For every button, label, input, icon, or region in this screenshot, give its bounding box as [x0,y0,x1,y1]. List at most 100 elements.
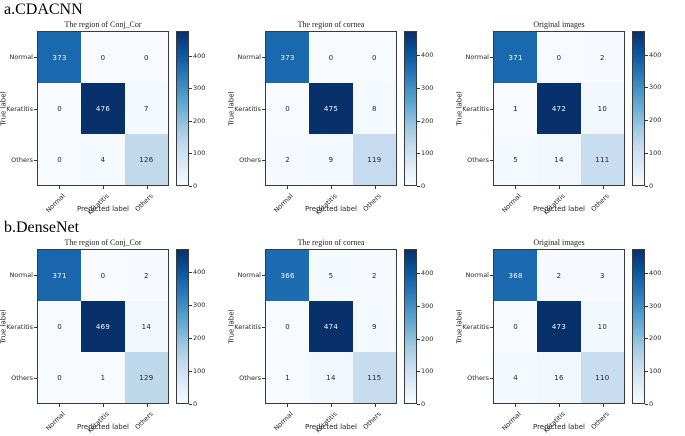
matrix-cell: 119 [352,134,396,185]
confusion-matrix-panel: The region of cornea True label 373 0 0 0 47… [228,19,456,217]
y-tick-label: Others [467,156,489,165]
cell-value: 366 [280,271,295,280]
colorbar-tick-mark [417,88,420,90]
y-tick-mark [490,56,493,58]
y-tick-label: Normal [465,270,489,279]
x-axis-label: Predicted label [532,423,585,431]
cell-value: 0 [100,271,106,280]
colorbar-tick-mark [189,120,192,122]
matrix-cell: 0 [38,301,82,352]
cell-value: 368 [508,271,523,280]
colorbar-tick-mark [645,371,648,373]
cell-value: 0 [285,322,291,331]
matrix-cell: 474 [309,301,353,352]
cell-value: 475 [323,104,339,113]
matrix-cell: 5 [494,134,538,185]
x-tick-mark [59,186,60,189]
matrix-cell: 14 [124,301,168,352]
matrix-cell: 469 [81,301,125,352]
heatmap: 371 0 2 0 469 14 0 1 129 [37,249,169,404]
matrix-cell: 110 [580,352,624,403]
cell-value: 2 [556,271,562,280]
cell-value: 7 [143,104,149,113]
colorbar-tick-label: 100 [421,149,434,158]
y-tick-mark [490,274,493,276]
colorbar-tick-mark [189,271,192,273]
colorbar-tick-label: 0 [421,400,426,408]
x-axis-label: Predicted label [76,423,129,431]
x-tick-mark [147,404,148,407]
cell-value: 2 [599,53,605,62]
y-tick-mark [34,378,37,380]
matrix-cell: 129 [124,352,168,403]
colorbar-tick-label: 100 [193,366,206,375]
matrix-cell: 476 [81,83,125,134]
matrix-cell: 4 [81,134,125,185]
cell-value: 14 [326,373,336,382]
matrix-cell: 371 [38,250,82,301]
colorbar-tick-mark [417,55,420,57]
colorbar-tick-mark [645,120,648,122]
matrix-cell: 472 [537,83,581,134]
colorbar [404,249,417,404]
colorbar-tick-label: 400 [649,268,662,277]
matrix-cell: 4 [494,352,538,403]
cell-value: 5 [513,155,519,164]
x-tick-mark [375,404,376,407]
cell-value: 2 [371,271,377,280]
y-tick-label: Normal [237,270,261,279]
cell-value: 14 [554,155,564,164]
confusion-matrix-panel: The region of Conj_Cor True label 373 0 0 0… [0,19,228,217]
heatmap: 366 5 2 0 474 9 1 14 115 [265,249,397,404]
cell-value: 0 [556,53,562,62]
confusion-matrix-panel: Original images True label 368 2 3 0 473 10 4 1… [456,237,684,435]
matrix-cell: 14 [309,352,353,403]
y-tick-mark [34,326,37,328]
cell-value: 473 [551,322,567,331]
matrix-cell: 115 [352,352,396,403]
y-tick-label: Others [467,374,489,383]
colorbar-tick-label: 200 [421,116,434,125]
panel-title: The region of cornea [297,20,365,29]
cell-value: 0 [143,53,149,62]
x-tick-mark [287,186,288,189]
matrix-cell: 373 [38,32,82,83]
cell-value: 129 [139,373,154,382]
y-tick-mark [34,56,37,58]
x-tick-mark [515,404,516,407]
y-tick-label: Keratitis [234,104,261,113]
cell-value: 373 [52,53,67,62]
matrix-cell: 0 [352,32,396,83]
x-tick-mark [147,186,148,189]
colorbar-tick-label: 100 [193,149,206,158]
cell-value: 10 [597,104,608,113]
colorbar-tick-label: 400 [649,50,662,59]
x-tick-mark [103,186,104,189]
colorbar-tick-mark [417,120,420,122]
colorbar-tick-mark [645,404,648,405]
matrix-cell: 9 [309,134,353,185]
matrix-cell: 7 [124,83,168,134]
cell-value: 111 [595,155,610,164]
cell-value: 9 [371,322,377,331]
matrix-cell: 16 [537,352,581,403]
cell-value: 9 [328,155,334,164]
section-label: b.DenseNet [4,219,80,236]
matrix-cell: 3 [580,250,624,301]
matrix-cell: 1 [494,83,538,134]
x-axis-label: Predicted label [304,205,357,213]
colorbar [176,249,189,404]
matrix-cell: 9 [352,301,396,352]
colorbar-tick-mark [417,273,420,275]
cell-value: 0 [100,53,106,62]
y-tick-mark [262,108,265,110]
colorbar-tick-label: 0 [193,400,198,408]
colorbar-tick-label: 300 [193,300,206,309]
x-tick-mark [603,404,604,407]
colorbar-tick-mark [417,305,420,307]
colorbar [632,249,645,404]
cell-value: 469 [95,322,111,331]
matrix-cell: 0 [38,134,82,185]
cell-value: 0 [57,155,63,164]
